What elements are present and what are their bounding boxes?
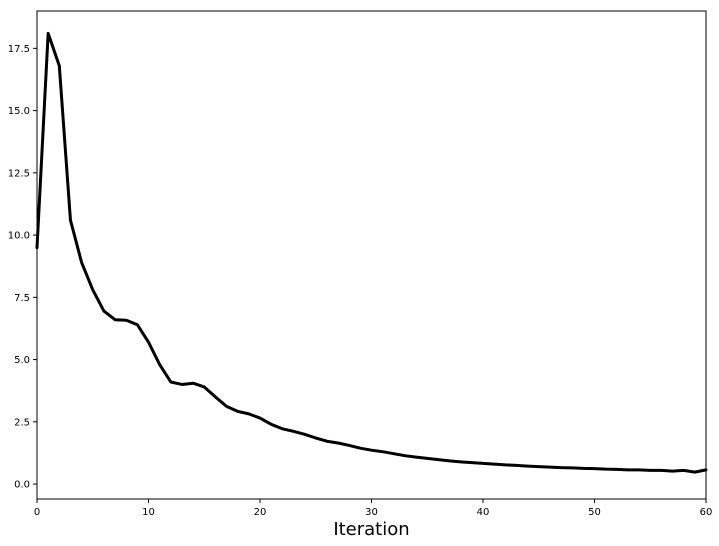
x-tick-label: 0	[34, 507, 40, 518]
x-tick-label: 60	[700, 507, 713, 518]
y-tick-label: 2.5	[14, 417, 30, 428]
x-axis-ticks: 0 10 20 30 40 50 60	[34, 499, 713, 518]
x-tick-label: 50	[588, 507, 601, 518]
y-tick-label: 5.0	[14, 355, 30, 366]
y-tick-label: 12.5	[8, 168, 30, 179]
series-line	[35, 31, 708, 474]
y-tick-label: 15.0	[8, 106, 30, 117]
plot-frame	[36, 10, 707, 500]
y-tick-label: 0.0	[14, 480, 30, 491]
x-tick-label: 40	[477, 507, 490, 518]
y-tick-label: 7.5	[14, 293, 30, 304]
y-tick-label: 10.0	[8, 231, 30, 242]
x-tick-label: 20	[254, 507, 267, 518]
y-axis-ticks: 0.0 2.5 5.0 7.5 10.0 12.5 15.0 17.5	[8, 44, 37, 491]
x-axis-title: Iteration	[333, 519, 409, 540]
plot-area	[37, 11, 706, 499]
x-tick-label: 30	[365, 507, 378, 518]
x-tick-label: 10	[142, 507, 155, 518]
y-tick-label: 17.5	[8, 44, 30, 55]
